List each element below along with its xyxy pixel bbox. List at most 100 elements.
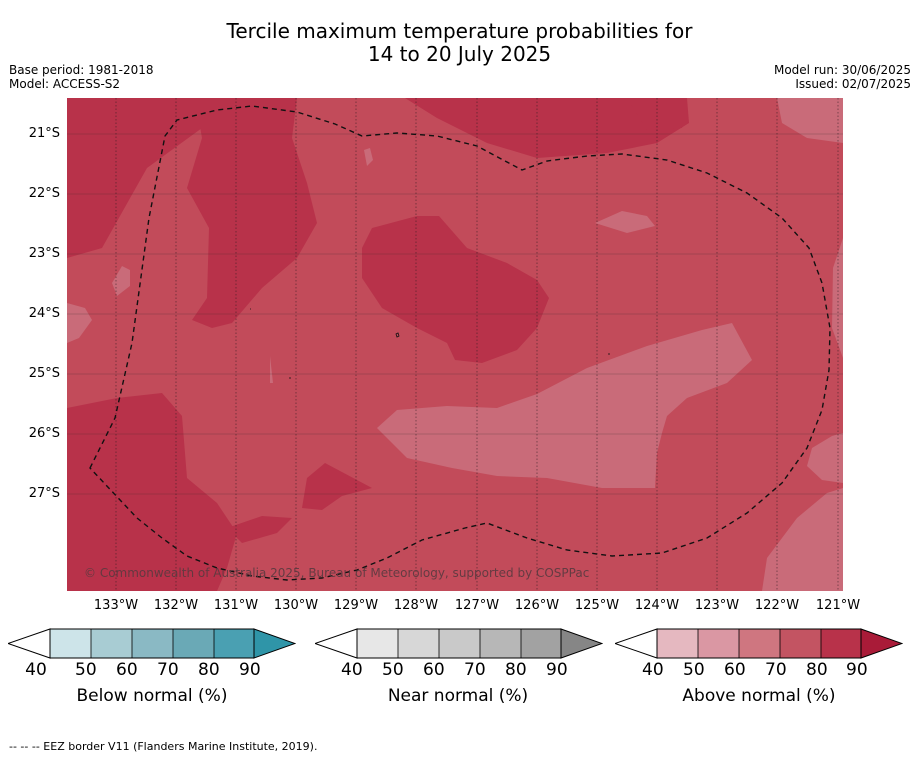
tick-label: 50 <box>75 660 97 680</box>
lon-gridlines <box>115 98 839 591</box>
tick-label: 90 <box>846 660 868 680</box>
base-period: Base period: 1981-2018 <box>9 63 154 77</box>
lat-label: 25°S <box>28 366 60 381</box>
lon-label: 133°W <box>93 598 139 613</box>
region-60-right-edge <box>832 238 843 358</box>
region-80-central-north <box>187 98 317 328</box>
colorbar-segment <box>357 629 398 658</box>
lon-label: 130°W <box>273 598 319 613</box>
lat-gridlines <box>67 133 843 495</box>
region-80-west <box>67 98 202 258</box>
colorbar-segment <box>91 629 132 658</box>
colorbar-segment <box>214 629 254 658</box>
tick-label: 60 <box>116 660 138 680</box>
meta-right: Model run: 30/06/2025 Issued: 02/07/2025 <box>774 63 911 91</box>
region-60-southeast <box>762 488 843 591</box>
colorbar-segment <box>521 629 561 658</box>
colorbar-over-arrow <box>253 628 296 659</box>
lon-label: 124°W <box>634 598 680 613</box>
issued-date: Issued: 02/07/2025 <box>795 77 911 91</box>
colorbar-near-normal <box>315 628 603 659</box>
tick-label: 70 <box>157 660 179 680</box>
region-80-center <box>362 216 549 363</box>
eez-border <box>89 105 831 581</box>
tick-label: 70 <box>765 660 787 680</box>
colorbar-segment <box>657 629 698 658</box>
colorbar-segment <box>173 629 214 658</box>
region-80-top-right <box>627 98 687 130</box>
lat-label: 24°S <box>28 306 60 321</box>
colorbar-over-arrow <box>860 628 903 659</box>
island-markers <box>250 308 610 379</box>
lat-label: 21°S <box>28 126 60 141</box>
region-60-small-west <box>112 266 130 296</box>
lon-label: 132°W <box>153 598 199 613</box>
colorbar-segment <box>780 629 821 658</box>
lon-label: 127°W <box>454 598 500 613</box>
tick-label: 80 <box>806 660 828 680</box>
colorbar-over-arrow <box>560 628 603 659</box>
tick-label: 70 <box>464 660 486 680</box>
map-title-line2: 14 to 20 July 2025 <box>367 42 552 66</box>
tick-label: 80 <box>505 660 527 680</box>
colorbar-segment <box>698 629 739 658</box>
colorbar-ticks: 40 50 60 70 80 90 40 50 60 70 80 90 40 5… <box>0 660 919 682</box>
lon-label: 123°W <box>694 598 740 613</box>
colorbar-segment <box>480 629 521 658</box>
region-60-east <box>807 433 843 483</box>
tick-label: 60 <box>423 660 445 680</box>
colorbar-segment <box>739 629 780 658</box>
region-60-west-edge <box>67 303 92 343</box>
tick-label: 40 <box>25 660 47 680</box>
region-80-southwest <box>67 393 237 591</box>
region-60-top-right <box>777 98 843 143</box>
tick-label: 90 <box>546 660 568 680</box>
tick-label: 40 <box>341 660 363 680</box>
tick-label: 50 <box>382 660 404 680</box>
lon-label: 131°W <box>213 598 259 613</box>
tick-label: 90 <box>239 660 261 680</box>
region-60-sliver <box>270 356 273 383</box>
lat-label: 27°S <box>28 486 60 501</box>
lat-label: 23°S <box>28 246 60 261</box>
copyright-text: © Commonwealth of Australia 2025, Bureau… <box>84 566 590 580</box>
colorbar-segment <box>398 629 439 658</box>
above-80-regions <box>67 98 689 591</box>
colorbar-segment <box>50 629 91 658</box>
lon-label: 121°W <box>815 598 861 613</box>
colorbar-under-arrow <box>615 628 658 659</box>
colorbar-segment <box>821 629 861 658</box>
colorbar-label-below: Below normal (%) <box>76 686 228 706</box>
model-name: Model: ACCESS-S2 <box>9 77 121 91</box>
colorbar-label-above: Above normal (%) <box>682 686 836 706</box>
probability-map <box>67 98 843 591</box>
model-run: Model run: 30/06/2025 <box>773 63 911 77</box>
lon-label: 126°W <box>514 598 560 613</box>
region-60-small-north <box>364 148 373 166</box>
colorbar-segment <box>132 629 173 658</box>
tick-label: 80 <box>198 660 220 680</box>
colorbar-segment <box>439 629 480 658</box>
region-80-top-center <box>405 98 689 158</box>
lon-label: 125°W <box>574 598 620 613</box>
tick-label: 40 <box>642 660 664 680</box>
lat-label: 22°S <box>28 186 60 201</box>
lon-label: 128°W <box>393 598 439 613</box>
colorbar-label-near: Near normal (%) <box>387 686 529 706</box>
colorbar-above-normal <box>615 628 903 659</box>
tick-label: 60 <box>724 660 746 680</box>
colorbar-under-arrow <box>8 628 51 659</box>
tick-label: 50 <box>683 660 705 680</box>
meta-left: Base period: 1981-2018 Model: ACCESS-S2 <box>9 63 154 91</box>
lon-label: 129°W <box>333 598 379 613</box>
above-60-regions <box>67 98 843 591</box>
colorbar-under-arrow <box>315 628 358 659</box>
region-60-mid-right <box>595 211 655 233</box>
colorbar-below-normal <box>8 628 296 659</box>
region-80-south-center <box>227 516 292 543</box>
lat-label: 26°S <box>28 426 60 441</box>
region-60-central-band <box>377 323 752 488</box>
map-title-line1: Tercile maximum temperature probabilitie… <box>226 19 693 43</box>
island-marker <box>395 332 400 338</box>
eez-footnote: -- -- -- EEZ border V11 (Flanders Marine… <box>9 740 318 753</box>
